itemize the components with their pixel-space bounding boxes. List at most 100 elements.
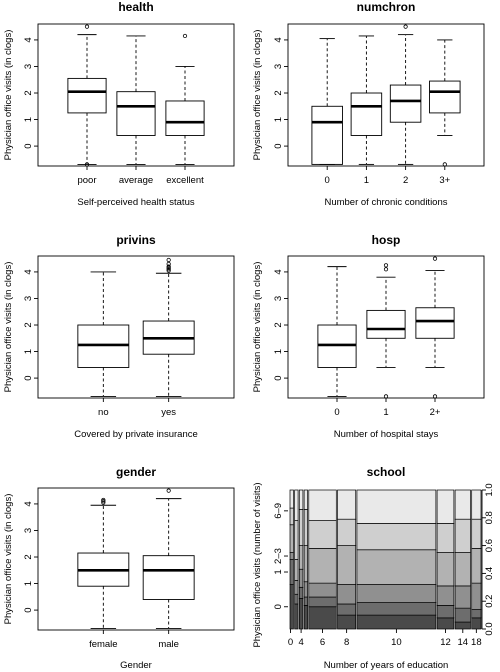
x-tick-label: 8 — [344, 637, 349, 648]
y-axis: 0 1 2 3 4 — [23, 501, 38, 613]
spine-segment — [454, 489, 471, 520]
y-axis-label: Physician office visits (number of visit… — [252, 482, 263, 647]
spine-segment — [436, 585, 455, 606]
spine-segment — [298, 489, 304, 510]
spine-segment — [303, 596, 308, 606]
x-tick-label: 12 — [440, 637, 451, 648]
panel-title: health — [118, 0, 153, 14]
outlier-point — [432, 256, 438, 261]
y-tick-label: 2 — [23, 322, 34, 327]
x-axis-label: Number of hospital stays — [334, 429, 439, 440]
spine-segment — [303, 605, 308, 630]
y-axis-right: 0.0 0.2 0.4 0.6 0.8 1.0 — [481, 483, 495, 636]
spine-segment — [289, 559, 294, 585]
boxes — [67, 24, 205, 167]
spine-segment — [303, 581, 308, 598]
y-tick-label: 4 — [273, 37, 284, 42]
y-tick-label: 0 — [273, 143, 284, 148]
spine-column — [294, 489, 299, 630]
y-tick-label: 2 — [23, 554, 34, 559]
x-axis-label: Number of years of education — [324, 660, 449, 671]
x-tick-label: 6 — [320, 637, 325, 648]
box-male — [142, 488, 195, 629]
outlier-point — [442, 162, 447, 167]
spine-segment — [454, 607, 471, 623]
panel-title: school — [367, 465, 406, 479]
spine-segment — [471, 609, 482, 619]
box-poor — [67, 24, 107, 167]
x-tick-label: average — [119, 175, 153, 186]
spine-segment — [298, 509, 304, 546]
box-1 — [350, 35, 383, 165]
iqr-box — [116, 91, 156, 136]
spine-column — [454, 489, 471, 630]
y-tick-label: 0.6 — [484, 539, 495, 552]
spine-column — [436, 489, 455, 630]
outlier-point — [166, 261, 171, 267]
y-axis-label: Physician office visits (in clogs) — [252, 262, 263, 393]
panel-title: numchron — [357, 0, 416, 14]
plot-frame — [37, 255, 235, 399]
y-tick-label: 0 — [273, 375, 284, 380]
spine-segment — [337, 489, 357, 520]
y-tick-label: 1 — [273, 349, 284, 354]
x-axis: 0 1 2+ — [334, 398, 441, 418]
spine-column — [289, 489, 294, 630]
x-axis: female male — [89, 630, 179, 650]
box-1 — [366, 263, 406, 399]
spine-segment — [289, 524, 294, 553]
spine-segment — [454, 621, 471, 630]
outlier-point — [101, 500, 106, 505]
x-axis: no yes — [98, 398, 176, 418]
outlier-point — [182, 33, 188, 39]
spine-segment — [356, 602, 437, 616]
x-tick-label: 4 — [298, 637, 303, 648]
x-tick-label: 10 — [391, 637, 402, 648]
y-tick-label: 3 — [273, 296, 284, 301]
panel-title: gender — [116, 465, 156, 479]
y-axis: 0 1 2 3 4 — [23, 37, 38, 149]
panel-health: health Physician office visits (in clogs… — [3, 0, 235, 208]
x-tick-label: 3+ — [439, 175, 450, 186]
y-axis-label: Physician office visits (in clogs) — [3, 262, 14, 393]
x-tick-label: excellent — [166, 175, 204, 186]
y-tick-label: 1 — [23, 117, 34, 122]
x-tick-label: 1 — [383, 407, 388, 418]
spine-segment — [356, 584, 437, 603]
spine-segment — [289, 489, 294, 509]
x-tick-label: male — [158, 639, 179, 650]
outlier-point — [166, 264, 171, 269]
y-tick-label: 3 — [23, 296, 34, 301]
spine-segment — [289, 552, 294, 560]
y-tick-label: 3 — [273, 64, 284, 69]
x-tick-label: 0 — [325, 175, 330, 186]
iqr-box — [317, 324, 357, 368]
y-tick-label: 4 — [23, 501, 34, 506]
y-tick-label: 0 — [23, 143, 34, 148]
box-3+ — [429, 39, 461, 167]
spine-segment — [356, 549, 437, 585]
x-tick-label: poor — [77, 175, 96, 186]
spine-segment — [436, 523, 455, 553]
spine-segment — [337, 518, 357, 546]
outlier-point — [383, 263, 389, 268]
boxes — [317, 256, 455, 399]
spine-segment — [308, 489, 337, 521]
outlier-point — [166, 267, 171, 272]
spine-segment — [337, 545, 357, 585]
iqr-box — [389, 84, 422, 123]
y-tick-label: 0 — [273, 604, 284, 609]
spine-segment — [308, 596, 337, 608]
x-tick-label: 2+ — [430, 407, 441, 418]
iqr-box — [350, 92, 383, 136]
iqr-box — [77, 324, 130, 368]
boxes — [311, 24, 461, 167]
spine-segment — [303, 509, 308, 546]
spine-segment — [471, 548, 482, 584]
spine-segment — [294, 603, 299, 630]
box-excellent — [165, 33, 205, 165]
spine-segment — [308, 548, 337, 584]
spine-segment — [356, 489, 437, 524]
y-tick-label: 2–3 — [273, 548, 284, 564]
spine-segment — [298, 545, 304, 570]
